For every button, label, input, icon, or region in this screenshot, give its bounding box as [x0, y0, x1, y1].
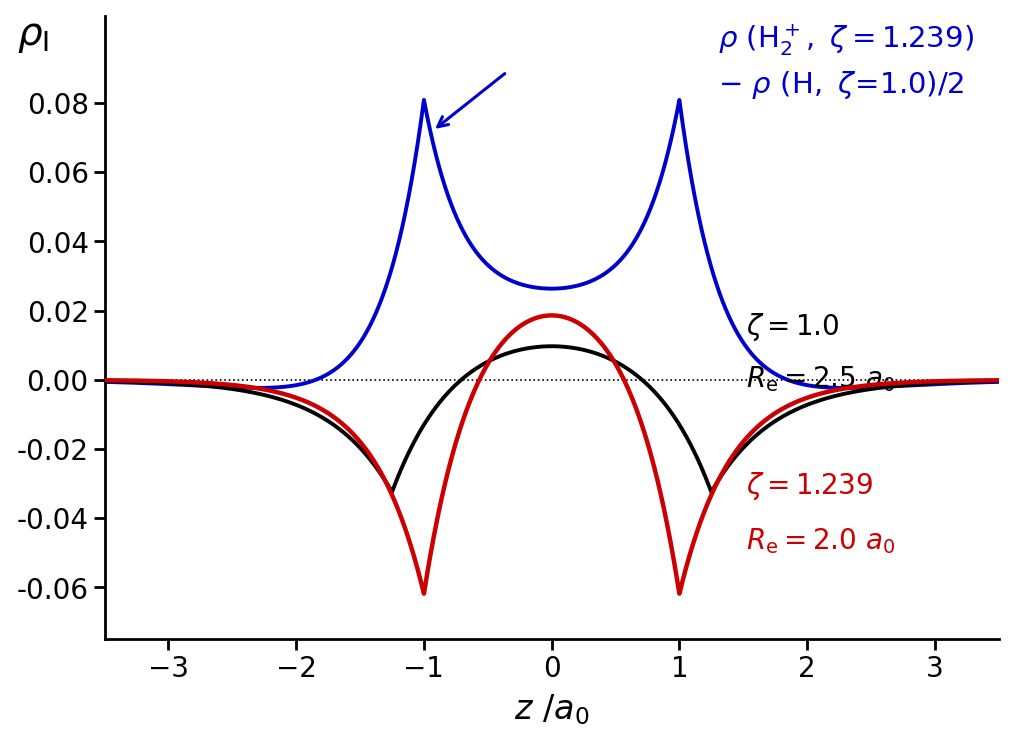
Text: $R_\mathrm{e} = 2.0\ a_0$: $R_\mathrm{e} = 2.0\ a_0$	[746, 526, 894, 557]
X-axis label: $z\ /a_0$: $z\ /a_0$	[514, 692, 590, 727]
Text: $\zeta = 1.0$: $\zeta = 1.0$	[746, 311, 839, 343]
Text: $\zeta = 1.239$: $\zeta = 1.239$	[746, 470, 873, 502]
Text: $\rho\ (\mathrm{H_2^+},\ \zeta = 1.239)$: $\rho\ (\mathrm{H_2^+},\ \zeta = 1.239)$	[717, 22, 973, 58]
Text: $-\ \rho\ (\mathrm{H},\ \zeta\!=\!1.0)/2$: $-\ \rho\ (\mathrm{H},\ \zeta\!=\!1.0)/2…	[717, 69, 963, 101]
Y-axis label: $\rho_\mathrm{I}$: $\rho_\mathrm{I}$	[17, 16, 49, 55]
Text: $R_\mathrm{e} = 2.5\ a_0$: $R_\mathrm{e} = 2.5\ a_0$	[746, 364, 894, 394]
